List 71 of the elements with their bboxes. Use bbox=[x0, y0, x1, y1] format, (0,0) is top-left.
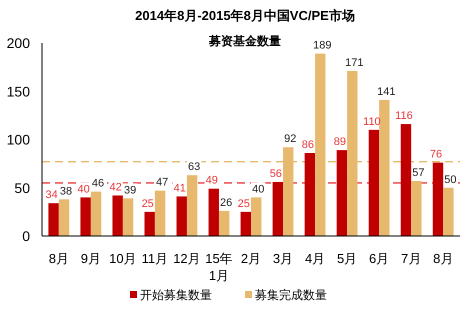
data-label: 41 bbox=[174, 182, 186, 194]
x-tick-label: 5月 bbox=[336, 251, 358, 266]
data-label: 63 bbox=[188, 161, 200, 174]
x-tick-label: 9月 bbox=[80, 251, 101, 266]
data-label: 26 bbox=[220, 196, 232, 209]
y-tick-label: 50 bbox=[14, 180, 30, 196]
data-label: 86 bbox=[302, 139, 314, 152]
bar bbox=[186, 175, 198, 236]
data-label: 49 bbox=[206, 174, 218, 187]
bar bbox=[336, 150, 348, 236]
data-label: 171 bbox=[345, 56, 364, 69]
data-label: 34 bbox=[45, 189, 58, 202]
x-tick-label: 12月 bbox=[173, 251, 201, 266]
data-label: 25 bbox=[238, 198, 250, 210]
x-tick-label: 8月 bbox=[433, 251, 454, 266]
bar bbox=[154, 190, 166, 236]
data-label: 39 bbox=[124, 184, 136, 196]
legend-label: 开始募集数量 bbox=[140, 288, 212, 302]
bar bbox=[58, 199, 70, 236]
data-label: 57 bbox=[412, 166, 424, 179]
data-label: 92 bbox=[284, 133, 296, 146]
data-label: 42 bbox=[110, 181, 122, 194]
data-label: 189 bbox=[313, 40, 332, 52]
x-tick-label: 7月 bbox=[401, 251, 422, 266]
data-label: 50 bbox=[444, 174, 457, 186]
data-label: 76 bbox=[430, 148, 442, 161]
y-tick-label: 0 bbox=[22, 228, 30, 244]
x-tick-label: 11月 bbox=[142, 251, 168, 266]
x-tick-label: 2月 bbox=[240, 251, 262, 266]
y-tick-label: 200 bbox=[6, 35, 30, 51]
data-label: 25 bbox=[142, 198, 154, 210]
data-label: 116 bbox=[395, 110, 413, 122]
chart-subtitle: 募资基金数量 bbox=[208, 34, 281, 48]
bar bbox=[400, 124, 412, 236]
x-tick-label: 15年1月 bbox=[205, 251, 233, 283]
bar bbox=[432, 162, 444, 236]
chart-title: 2014年8月-2015年8月中国VC/PE市场 bbox=[135, 8, 355, 23]
bar bbox=[411, 180, 422, 236]
x-tick-label: 4月 bbox=[304, 251, 326, 266]
data-label: 56 bbox=[270, 168, 282, 180]
data-label: 47 bbox=[156, 176, 168, 189]
bar bbox=[208, 188, 219, 236]
data-label: 40 bbox=[78, 183, 90, 196]
data-label: 46 bbox=[92, 178, 104, 190]
y-tick-label: 150 bbox=[6, 83, 30, 100]
legend-label: 募集完成数量 bbox=[255, 288, 327, 302]
data-label: 89 bbox=[334, 136, 346, 148]
bar bbox=[240, 212, 251, 236]
bar bbox=[443, 188, 454, 236]
x-tick-label: 8月 bbox=[48, 251, 69, 266]
bar bbox=[122, 198, 134, 236]
bar bbox=[251, 197, 262, 236]
bar bbox=[218, 210, 230, 236]
x-tick-label: 3月 bbox=[272, 251, 294, 266]
bar bbox=[90, 192, 102, 236]
bar bbox=[272, 182, 284, 236]
bar bbox=[379, 100, 390, 236]
bar bbox=[80, 197, 91, 236]
bar bbox=[304, 153, 316, 236]
data-label: 38 bbox=[60, 185, 72, 198]
bar bbox=[176, 196, 187, 236]
bar bbox=[48, 203, 59, 236]
x-tick-label: 6月 bbox=[369, 251, 390, 266]
data-label: 40 bbox=[252, 183, 264, 196]
y-tick-label: 100 bbox=[6, 132, 30, 148]
bar bbox=[368, 130, 380, 236]
x-tick-label: 10月 bbox=[109, 251, 137, 266]
data-label: 141 bbox=[377, 86, 396, 98]
bar bbox=[315, 54, 326, 236]
bar bbox=[144, 212, 155, 236]
bar bbox=[112, 195, 123, 236]
